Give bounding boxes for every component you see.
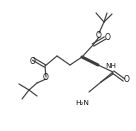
Text: NH: NH — [105, 63, 116, 69]
Text: H₂N: H₂N — [75, 100, 89, 106]
Text: O: O — [30, 56, 36, 66]
Text: O: O — [124, 75, 130, 84]
Text: O: O — [96, 31, 102, 40]
Text: O: O — [105, 34, 111, 42]
Text: O: O — [43, 73, 49, 83]
